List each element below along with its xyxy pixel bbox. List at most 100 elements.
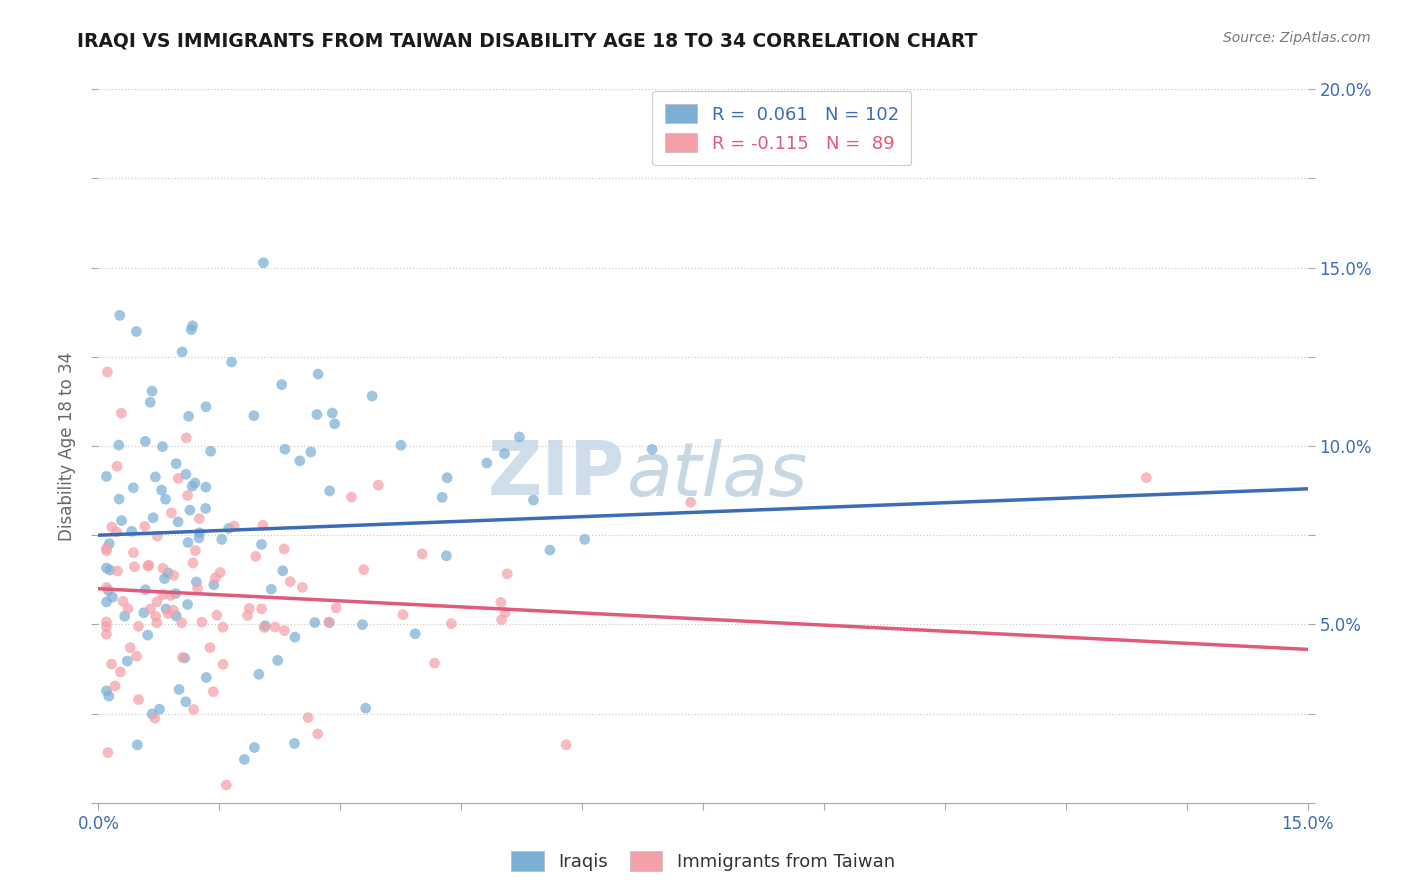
Point xyxy=(679,495,702,509)
Legend: Iraqis, Immigrants from Taiwan: Iraqis, Immigrants from Taiwan xyxy=(505,844,901,879)
Point xyxy=(318,483,340,498)
Point xyxy=(252,256,274,270)
Point xyxy=(489,595,512,609)
Point xyxy=(152,440,174,454)
Point xyxy=(96,627,118,641)
Point xyxy=(122,546,145,560)
Point xyxy=(1135,470,1157,484)
Point xyxy=(141,706,163,721)
Point xyxy=(96,595,118,609)
Text: atlas: atlas xyxy=(627,439,808,510)
Point xyxy=(200,444,222,458)
Point xyxy=(167,682,190,697)
Point xyxy=(141,384,163,398)
Legend: R =  0.061   N = 102, R = -0.115   N =  89: R = 0.061 N = 102, R = -0.115 N = 89 xyxy=(652,91,911,165)
Point xyxy=(153,572,176,586)
Point xyxy=(160,506,183,520)
Point xyxy=(167,515,190,529)
Point xyxy=(152,588,174,602)
Point xyxy=(184,543,207,558)
Point xyxy=(145,609,167,624)
Point xyxy=(101,590,124,604)
Point xyxy=(145,615,167,630)
Point xyxy=(108,438,131,452)
Point xyxy=(252,518,274,533)
Point xyxy=(152,561,174,575)
Point xyxy=(174,431,197,445)
Point xyxy=(174,467,197,482)
Point xyxy=(184,475,207,490)
Point xyxy=(179,503,201,517)
Point xyxy=(177,535,200,549)
Point xyxy=(142,510,165,524)
Point xyxy=(260,582,283,597)
Point xyxy=(127,738,149,752)
Point xyxy=(304,615,326,630)
Point xyxy=(236,608,259,623)
Point xyxy=(96,561,118,575)
Point xyxy=(194,480,217,494)
Point xyxy=(224,519,246,533)
Point xyxy=(494,606,516,620)
Point xyxy=(494,447,516,461)
Point xyxy=(100,657,122,671)
Point xyxy=(574,533,596,547)
Point xyxy=(128,692,150,706)
Point xyxy=(233,752,256,766)
Point xyxy=(174,695,197,709)
Point xyxy=(367,478,389,492)
Point xyxy=(283,736,305,750)
Point xyxy=(218,521,240,535)
Point xyxy=(273,624,295,638)
Point xyxy=(138,558,160,573)
Point xyxy=(181,479,204,493)
Point xyxy=(221,355,243,369)
Point xyxy=(155,492,177,507)
Point xyxy=(121,524,143,539)
Point xyxy=(325,600,347,615)
Point xyxy=(188,531,211,545)
Point xyxy=(139,395,162,409)
Point xyxy=(291,580,314,594)
Point xyxy=(125,325,148,339)
Point xyxy=(127,619,149,633)
Point xyxy=(188,511,211,525)
Point xyxy=(146,595,169,609)
Point xyxy=(157,607,180,621)
Point xyxy=(191,615,214,629)
Point xyxy=(254,619,277,633)
Point xyxy=(538,543,561,558)
Point xyxy=(491,613,513,627)
Point xyxy=(181,318,204,333)
Point xyxy=(392,607,415,622)
Point xyxy=(134,434,156,449)
Point xyxy=(440,616,463,631)
Point xyxy=(475,456,498,470)
Point xyxy=(641,442,664,457)
Point xyxy=(186,574,208,589)
Point xyxy=(299,445,322,459)
Point xyxy=(134,582,156,597)
Point xyxy=(117,654,139,668)
Point xyxy=(96,365,118,379)
Point xyxy=(250,602,273,616)
Point xyxy=(274,442,297,457)
Point xyxy=(264,620,287,634)
Point xyxy=(170,615,193,630)
Point xyxy=(110,514,132,528)
Point xyxy=(352,617,374,632)
Point xyxy=(297,710,319,724)
Point xyxy=(423,656,446,670)
Point xyxy=(354,701,377,715)
Point xyxy=(96,543,118,558)
Point xyxy=(215,778,238,792)
Point xyxy=(105,459,128,474)
Point xyxy=(114,609,136,624)
Point xyxy=(172,344,194,359)
Point xyxy=(107,564,129,578)
Point xyxy=(353,563,375,577)
Point xyxy=(508,430,530,444)
Point xyxy=(156,566,179,580)
Point xyxy=(270,377,292,392)
Text: Source: ZipAtlas.com: Source: ZipAtlas.com xyxy=(1223,31,1371,45)
